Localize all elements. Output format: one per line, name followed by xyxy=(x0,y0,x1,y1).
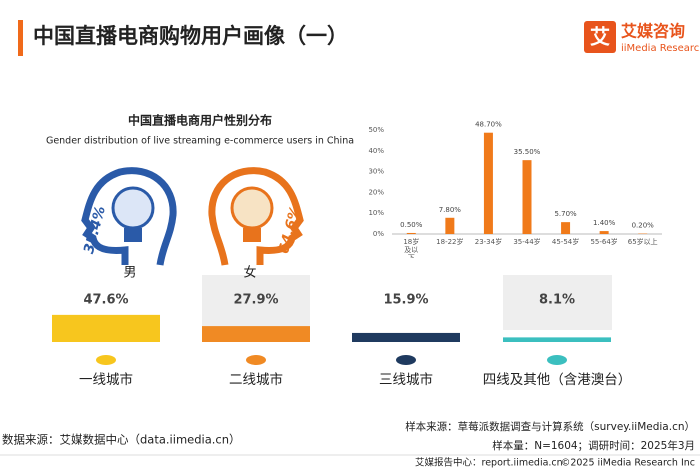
value-label: 0.50% xyxy=(400,221,423,229)
x-tick-label: 65岁以上 xyxy=(627,238,658,246)
bar xyxy=(522,160,532,234)
head-outline xyxy=(81,167,177,266)
bulb-base xyxy=(124,228,142,242)
bar xyxy=(445,217,455,234)
x-tick-label: 35-44岁 xyxy=(513,238,541,246)
y-tick-label: 50% xyxy=(368,126,384,134)
tier-dot xyxy=(396,355,416,365)
tier-label: 四线及其他（含港澳台） xyxy=(483,372,632,388)
bar xyxy=(483,132,493,234)
x-tick-label: 18-22岁 xyxy=(436,238,464,246)
x-label-box: 18岁及以下 xyxy=(403,238,420,258)
data-source: 数据来源：艾媒数据中心（data.iimedia.cn） xyxy=(2,433,241,447)
highlight-box xyxy=(503,275,612,330)
y-tick-label: 20% xyxy=(368,188,384,196)
bulb-base xyxy=(243,228,261,242)
tier-bar xyxy=(202,326,310,342)
x-tick-label: 18岁及以下 xyxy=(403,238,420,258)
value-label: 48.70% xyxy=(475,121,502,129)
bar xyxy=(561,222,571,234)
logo-icon: 艾 xyxy=(590,25,610,49)
sample-source: 样本来源：草莓派数据调查与计算系统（survey.iiMedia.cn） xyxy=(405,420,695,433)
x-tick-label: 23-34岁 xyxy=(474,238,503,246)
logo-name: 艾媒咨询 xyxy=(621,22,685,41)
copyright: ©2025 iiMedia Research Inc xyxy=(561,458,695,469)
bar xyxy=(406,232,416,234)
bar xyxy=(599,231,609,234)
gender-icon xyxy=(81,167,177,266)
gender-label: 女 xyxy=(243,265,256,281)
x-label-box: 35-44岁 xyxy=(513,238,541,246)
value-label: 7.80% xyxy=(439,206,462,214)
tier-value: 47.6% xyxy=(83,293,128,308)
value-label: 35.50% xyxy=(514,148,541,156)
tier-value: 8.1% xyxy=(539,293,575,308)
title-accent xyxy=(18,20,23,56)
x-label-box: 18-22岁 xyxy=(436,238,464,246)
y-tick-label: 40% xyxy=(368,147,384,155)
x-label-box: 23-34岁 xyxy=(474,238,503,246)
tier-bar xyxy=(503,337,611,342)
gender-label: 男 xyxy=(123,266,136,281)
tier-value: 27.9% xyxy=(233,293,278,308)
y-tick-label: 0% xyxy=(373,230,384,238)
gender-icon xyxy=(208,167,304,266)
highlight-box xyxy=(202,275,310,330)
y-tick-label: 30% xyxy=(368,168,384,176)
logo-en: iiMedia Research xyxy=(621,43,700,54)
tier-bar xyxy=(352,332,460,342)
value-label: 1.40% xyxy=(593,219,616,227)
report-center: 艾媒报告中心：report.iimedia.cn xyxy=(415,457,563,469)
y-tick-label: 10% xyxy=(368,209,384,217)
gender-value: 64.6% xyxy=(276,204,304,255)
sample-size: 样本量：N=1604；调研时间：2025年3月 xyxy=(492,439,695,452)
value-label: 0.20% xyxy=(632,222,655,230)
bulb xyxy=(230,186,274,230)
tier-label: 二线城市 xyxy=(229,371,283,388)
tier-bar xyxy=(52,314,160,342)
tier-dot xyxy=(547,355,567,365)
bulb xyxy=(111,186,155,230)
tier-label: 一线城市 xyxy=(79,371,133,388)
page-title: 中国直播电商购物用户画像（一） xyxy=(33,24,348,48)
tier-label: 三线城市 xyxy=(379,371,433,388)
x-label-box: 55-64岁 xyxy=(590,238,618,246)
tier-value: 15.9% xyxy=(383,293,428,308)
gender-title: 中国直播电商用户性别分布 xyxy=(128,113,272,128)
x-tick-label: 45-54岁 xyxy=(551,238,580,246)
x-label-box: 45-54岁 xyxy=(551,238,580,246)
head-outline xyxy=(208,167,304,266)
x-tick-label: 55-64岁 xyxy=(590,238,618,246)
tier-dot xyxy=(96,355,116,365)
logo-box xyxy=(584,21,616,53)
tier-dot xyxy=(246,355,266,365)
value-label: 5.70% xyxy=(554,210,577,218)
gender-subtitle: Gender distribution of live streaming e-… xyxy=(46,136,354,147)
x-label-box: 65岁以上 xyxy=(627,238,658,246)
